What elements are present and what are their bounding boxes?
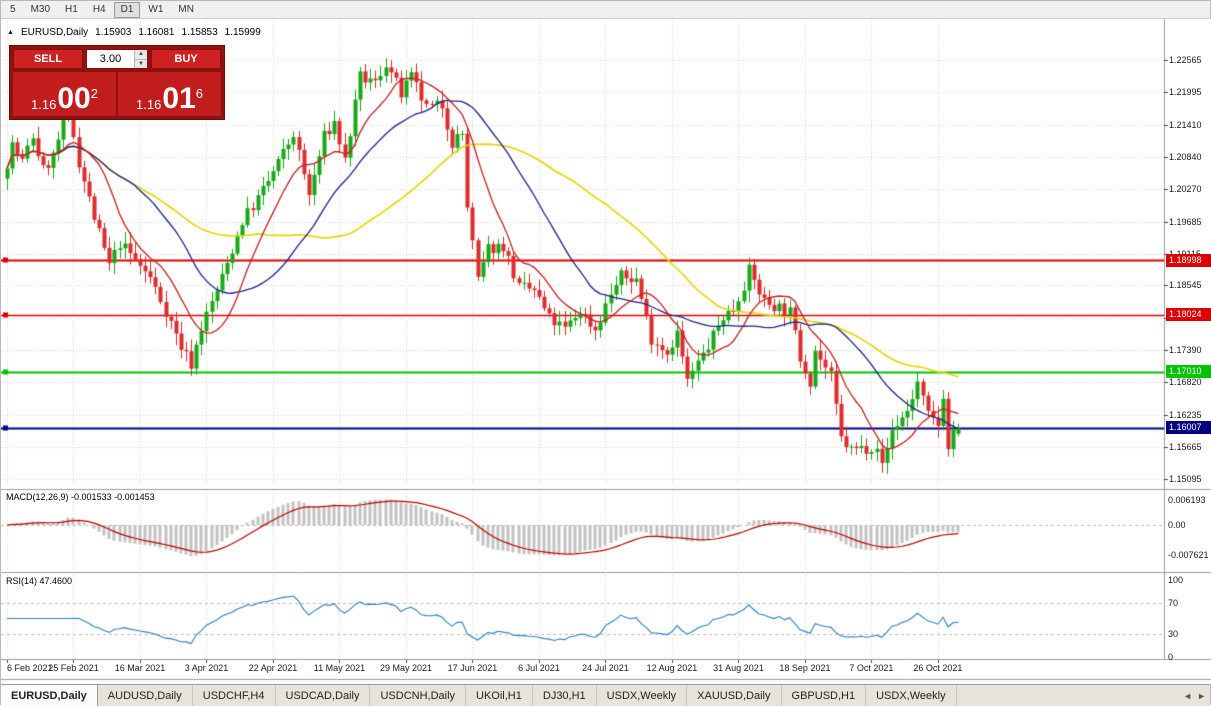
price-axis-tick: 1.17390 [1169, 345, 1202, 356]
sell-price-prefix: 1.16 [31, 97, 57, 112]
price-level-badge: 1.17010 [1166, 365, 1211, 379]
price-axis-tick: 1.19685 [1169, 216, 1202, 227]
chart-collapse-icon[interactable]: ▲ [7, 29, 14, 36]
chart-tab-usdchf-h4[interactable]: USDCHF,H4 [193, 685, 276, 706]
macd-indicator-label: MACD(12,26,9) -0.001533 -0.001453 [6, 492, 155, 502]
time-axis-label: 22 Apr 2021 [248, 663, 298, 673]
chart-tab-dj30-h1[interactable]: DJ30,H1 [533, 685, 597, 706]
time-axis-label: 16 Mar 2021 [114, 663, 166, 673]
price-axis-tick: 1.22565 [1169, 55, 1202, 65]
sell-price-pips: 00 [57, 82, 91, 115]
sell-button[interactable]: SELL [13, 49, 83, 69]
price-level-badge: 1.18024 [1166, 308, 1211, 322]
price-axis-tick: 1.15095 [1169, 473, 1202, 484]
time-axis-label: 12 Aug 2021 [646, 663, 698, 673]
indicator-axis-tick: 30 [1168, 628, 1179, 639]
indicator-axis-tick: 100 [1168, 575, 1184, 585]
timeframe-toolbar: 5 M30 H1 H4 D1 W1 MN [1, 1, 1210, 19]
chart-close-value: 1.15999 [224, 27, 261, 38]
period-button-d1[interactable]: D1 [113, 1, 141, 18]
time-axis-label: 29 May 2021 [379, 663, 432, 673]
price-level-badge: 1.18998 [1166, 253, 1211, 267]
time-axis-label: 26 Oct 2021 [913, 663, 963, 673]
chart-high-value: 1.16081 [138, 27, 175, 38]
chart-tab-usdx-weekly[interactable]: USDX,Weekly [597, 685, 688, 706]
tabs-scroll-right-icon[interactable]: ► [1197, 691, 1206, 701]
time-axis-label: 6 Feb 2021 [7, 663, 53, 673]
chart-tab-eurusd-daily[interactable]: EURUSD,Daily [1, 685, 98, 706]
time-axis-label: 6 Jul 2021 [518, 663, 560, 673]
indicator-axis-tick: 70 [1168, 598, 1179, 609]
buy-price-point: 6 [195, 86, 203, 101]
volume-control: 3.00 ▲ ▼ [86, 49, 148, 69]
chart-tab-gbpusd-h1[interactable]: GBPUSD,H1 [782, 685, 867, 706]
indicator-axis-tick: 0 [1168, 652, 1174, 662]
indicator-axis-tick: -0.007621 [1168, 550, 1209, 561]
time-axis-label: 11 May 2021 [313, 663, 366, 673]
price-axis[interactable]: 1.22565 1.21995 1.21410 1.20840 1.20270 1.196… [1165, 19, 1211, 660]
one-click-trading-panel: SELL 3.00 ▲ ▼ BUY 1.16 00 2 1.16 01 6 [9, 45, 225, 120]
period-button-mn[interactable]: MN [178, 3, 194, 15]
price-axis-tick: 1.21995 [1169, 86, 1202, 97]
price-axis-tick: 1.15665 [1169, 442, 1202, 453]
chart-tab-bar: EURUSD,Daily AUDUSD,Daily USDCHF,H4 USDCAD,… [1, 684, 1210, 706]
price-axis-tick: 1.16235 [1169, 410, 1202, 421]
chart-symbol-label: EURUSD,Daily [20, 27, 89, 38]
price-axis-tick: 1.21410 [1169, 119, 1202, 130]
period-button-5[interactable]: 5 [10, 3, 16, 15]
time-axis-label: 17 Jun 2021 [447, 663, 498, 673]
chart-header: ▲ EURUSD,Daily 1.15903 1.16081 1.15853 1… [7, 27, 261, 38]
indicator-axis-tick: 0.00 [1168, 520, 1186, 530]
volume-input[interactable]: 3.00 [99, 53, 122, 65]
chart-window: ▲ EURUSD,Daily 1.15903 1.16081 1.15853 1… [1, 19, 1211, 684]
chart-tab-ukoil-h1[interactable]: UKOil,H1 [466, 685, 533, 706]
chart-tab-usdx-weekly[interactable]: USDX,Weekly [866, 685, 957, 706]
chart-tab-usdcad-daily[interactable]: USDCAD,Daily [276, 685, 371, 706]
price-axis-tick: 1.20270 [1169, 183, 1202, 194]
price-level-badge: 1.16007 [1166, 421, 1211, 435]
buy-price-button[interactable]: 1.16 01 6 [118, 72, 221, 116]
rsi-indicator-label: RSI(14) 47.4600 [6, 576, 73, 586]
sell-price-point: 2 [90, 86, 98, 101]
price-axis-tick: 1.16820 [1169, 377, 1202, 388]
time-axis-label: 18 Sep 2021 [779, 663, 831, 673]
period-button-h1[interactable]: H1 [65, 3, 78, 15]
rsi-value: 47.4600 [39, 576, 73, 586]
chart-low-value: 1.15853 [181, 27, 218, 38]
volume-decrease-button[interactable]: ▼ [135, 58, 147, 68]
price-chart-canvas[interactable] [1, 19, 1211, 684]
buy-price-pips: 01 [162, 82, 196, 115]
time-axis-label: 31 Aug 2021 [713, 663, 764, 673]
sell-price-button[interactable]: 1.16 00 2 [13, 72, 116, 116]
period-button-m30[interactable]: M30 [30, 3, 51, 15]
tabs-scroll-left-icon[interactable]: ◄ [1183, 691, 1193, 701]
indicator-axis-tick: 0.006193 [1168, 495, 1206, 506]
price-axis-tick: 1.19115 [1169, 249, 1201, 259]
price-axis-tick: 1.20840 [1169, 151, 1202, 162]
chart-tab-xauusd-daily[interactable]: XAUUSD,Daily [687, 685, 782, 706]
period-button-w1[interactable]: W1 [148, 3, 164, 15]
chart-tab-audusd-daily[interactable]: AUDUSD,Daily [98, 685, 193, 706]
period-button-h4[interactable]: H4 [92, 3, 106, 15]
chart-open-value: 1.15903 [95, 27, 132, 38]
buy-button[interactable]: BUY [151, 49, 221, 69]
volume-increase-button[interactable]: ▲ [135, 50, 147, 59]
time-axis-label: 7 Oct 2021 [849, 663, 894, 673]
time-axis-label: 24 Jul 2021 [582, 663, 629, 673]
price-axis-tick: 1.18545 [1169, 280, 1202, 291]
time-axis-label: 3 Apr 2021 [184, 663, 229, 673]
macd-values: -0.001533 -0.001453 [71, 492, 155, 502]
buy-price-prefix: 1.16 [136, 97, 162, 112]
time-axis-label: 25 Feb 2021 [48, 663, 99, 673]
chart-tab-usdcnh-daily[interactable]: USDCNH,Daily [370, 685, 467, 706]
